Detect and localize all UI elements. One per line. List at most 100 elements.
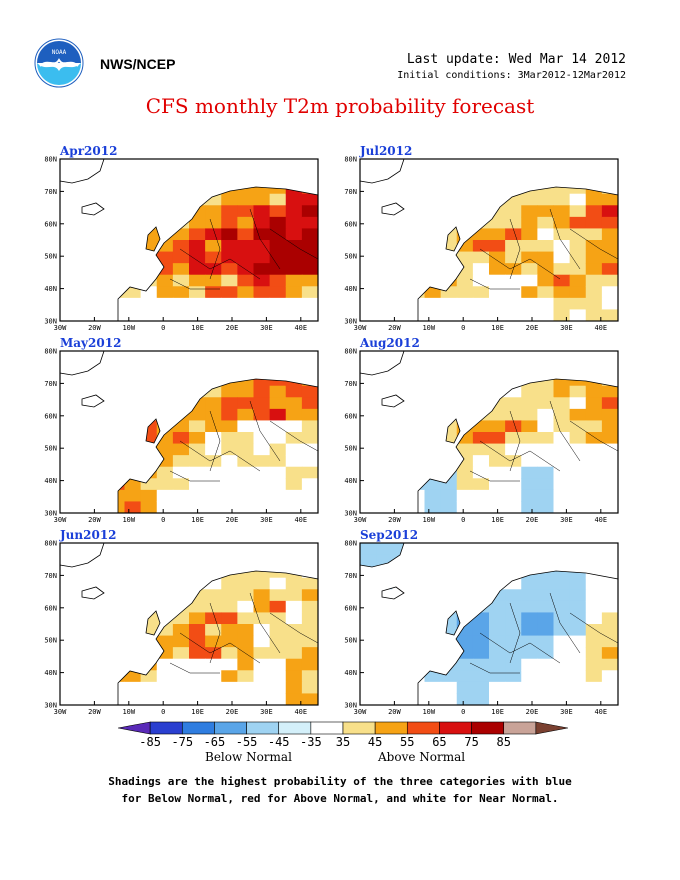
shade-cell — [221, 489, 238, 502]
shade-cell — [189, 443, 206, 456]
shade-cell — [585, 443, 603, 456]
shade-cell — [537, 681, 554, 694]
shade-cell — [472, 635, 490, 648]
shade-cell — [601, 478, 618, 491]
shade-cell — [269, 681, 287, 694]
shade-cell — [172, 693, 190, 705]
shade-cell — [285, 624, 303, 637]
shade-cell — [537, 251, 554, 264]
shade-cell — [269, 443, 287, 456]
org-name: NWS/NCEP — [100, 56, 176, 72]
shade-cell — [472, 309, 490, 321]
shade-cell — [221, 274, 238, 287]
shade-cell — [285, 397, 303, 410]
last-update: Last update: Wed Mar 14 2012 — [406, 52, 626, 67]
shade-cell — [253, 228, 271, 241]
shade-cell — [60, 362, 77, 375]
legend-label: -35 — [300, 735, 322, 749]
shade-cell — [205, 658, 222, 671]
shade-cell — [285, 478, 303, 491]
lat-tick-label: 40N — [44, 669, 57, 677]
shade-cell — [221, 466, 238, 479]
lon-tick-label: 10E — [491, 708, 504, 716]
shade-cell — [585, 624, 603, 637]
shade-cell — [585, 385, 603, 398]
shade-cell — [269, 693, 287, 705]
shade-cell — [537, 385, 554, 398]
shade-cell — [221, 309, 238, 321]
shade-cell — [189, 251, 206, 264]
lat-tick-label: 80N — [344, 348, 357, 356]
shade-cell — [189, 693, 206, 705]
shade-cell — [505, 681, 522, 694]
lon-tick-label: 30W — [354, 324, 367, 332]
shade-cell — [189, 489, 206, 502]
legend-swatch — [406, 721, 440, 735]
shade-cell — [205, 612, 222, 625]
shade-cell — [521, 647, 538, 660]
shade-cell — [172, 251, 190, 264]
shade-cell — [569, 577, 587, 590]
noaa-logo: NOAA — [34, 38, 84, 88]
shade-cell — [521, 612, 538, 625]
shade-cell — [521, 228, 538, 241]
shade-cell — [269, 489, 287, 502]
shade-cell — [189, 420, 206, 433]
coastline — [145, 226, 161, 252]
shade-cell — [269, 501, 287, 513]
lat-tick-label: 60N — [44, 604, 57, 612]
shade-cell — [472, 455, 490, 468]
lat-tick-label: 40N — [44, 477, 57, 485]
shade-cell — [285, 658, 303, 671]
lon-tick-label: 10W — [422, 708, 435, 716]
shade-cell — [285, 589, 303, 602]
shade-cell — [521, 240, 538, 253]
shade-cell — [285, 240, 303, 253]
shade-cell — [205, 205, 222, 218]
shade-cell — [521, 297, 538, 310]
country-border — [509, 602, 521, 664]
shade-cell — [440, 681, 458, 694]
shade-cell — [269, 670, 287, 683]
shade-cell — [301, 455, 318, 468]
shade-cell — [124, 286, 142, 299]
shade-cell — [601, 205, 618, 218]
map-sep: 30W 20W 10W 0 10E 20E 30E 40E 30N 40N 50N 60N 70N 80N — [344, 540, 619, 716]
shade-cell — [189, 240, 206, 253]
shade-cell — [569, 501, 587, 513]
shade-cell — [237, 240, 254, 253]
shade-cell — [585, 397, 603, 410]
shade-cell — [253, 670, 271, 683]
shade-cell — [569, 589, 587, 602]
shade-cell — [585, 432, 603, 445]
shade-cell — [205, 228, 222, 241]
shade-cell — [205, 274, 222, 287]
shade-cell — [424, 693, 442, 705]
shade-cell — [205, 478, 222, 491]
shade-cell — [489, 635, 506, 648]
coastline — [117, 186, 319, 322]
shade-cell — [221, 647, 238, 660]
shade-cell — [424, 309, 442, 321]
shade-cell — [269, 600, 287, 613]
legend-swatch — [278, 721, 312, 735]
shade-cell — [285, 216, 303, 229]
shade-cell — [189, 297, 206, 310]
shade-cell — [285, 251, 303, 264]
shade-cell — [440, 297, 458, 310]
shade-cell — [301, 501, 318, 513]
shade-cell — [205, 589, 222, 602]
shade-cell — [489, 478, 506, 491]
shade-cell — [569, 489, 587, 502]
shade-cell — [489, 600, 506, 613]
shade-cell — [553, 397, 571, 410]
shade-cell — [172, 309, 190, 321]
shade-cell — [60, 543, 77, 556]
lat-tick-label: 60N — [44, 220, 57, 228]
panel-title-aug: Aug2012 — [360, 336, 420, 350]
country-border — [169, 662, 220, 674]
shade-cell — [489, 263, 506, 276]
shade-cell — [472, 297, 490, 310]
shade-cell — [585, 612, 603, 625]
lat-tick-label: 70N — [44, 380, 57, 388]
